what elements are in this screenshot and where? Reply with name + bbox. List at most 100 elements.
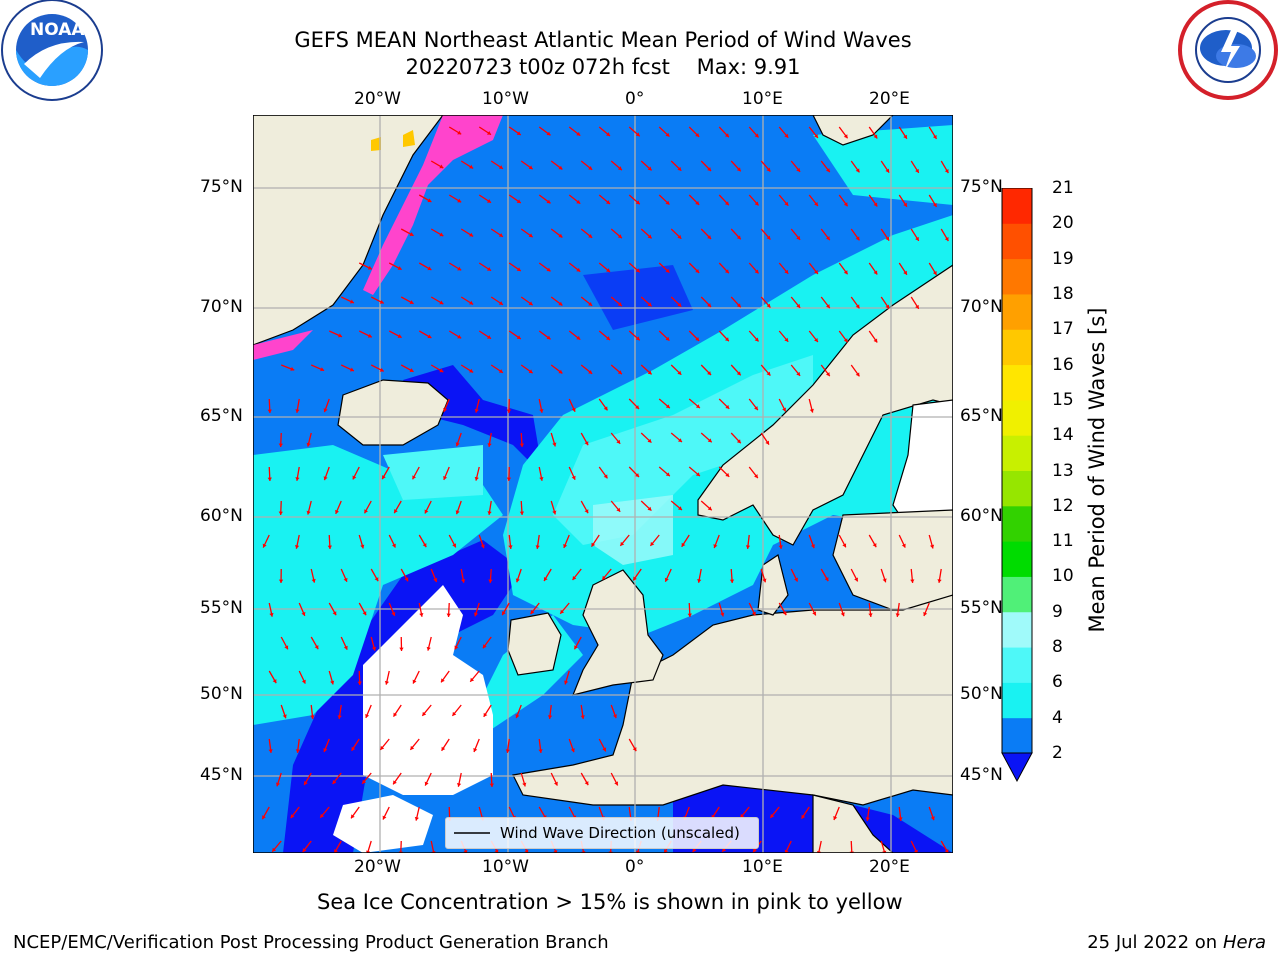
wind-wave-arrowhead [443, 475, 448, 480]
wind-wave-arrowhead [937, 579, 942, 583]
wind-wave-arrowhead [349, 367, 354, 372]
wind-wave-arrowhead [272, 847, 277, 852]
colorbar-tick-label: 17 [1052, 319, 1074, 340]
wind-wave-arrowhead [898, 817, 903, 821]
wind-wave-arrowhead [677, 234, 682, 239]
wind-wave-arrowhead [528, 369, 533, 374]
wind-wave-arrowhead [262, 543, 267, 548]
wind-wave-arrowhead [725, 472, 730, 477]
lat-tick-right-45n: 45°N [960, 765, 1003, 785]
wind-wave-arrowhead [455, 510, 460, 515]
wind-wave-arrowhead [762, 578, 767, 583]
wind-wave-arrowhead [903, 270, 907, 275]
wind-wave-arrowhead [469, 232, 474, 237]
wind-wave-arrowhead [929, 544, 935, 549]
wind-wave-arrowhead [695, 472, 700, 477]
wind-wave-arrowhead [580, 715, 585, 719]
nws-logo [1176, 0, 1280, 100]
wind-wave-arrowhead [843, 338, 848, 343]
wind-wave-arrowhead [796, 167, 801, 172]
wind-wave-arrowhead [439, 164, 444, 169]
wind-wave-arrowhead [558, 233, 563, 238]
wind-wave-arrowhead [801, 814, 806, 819]
wind-wave-arrowhead [695, 336, 700, 341]
wind-wave-arrowhead [826, 304, 830, 309]
colorbar-tick-label: 21 [1052, 178, 1074, 198]
wind-wave-arrowhead [770, 813, 775, 818]
wind-wave-arrowhead [796, 303, 801, 308]
wind-wave-arrowhead [397, 266, 402, 270]
wind-wave-arrowhead [754, 133, 759, 138]
colorbar-swatch [1002, 258, 1032, 295]
wind-wave-arrowhead [446, 613, 451, 617]
wind-wave-arrowhead [635, 132, 640, 137]
wind-wave-arrowhead [543, 577, 548, 582]
wind-wave-arrowhead [384, 680, 390, 685]
wind-wave-arrowhead [754, 474, 758, 479]
wind-wave-arrowhead [720, 612, 725, 617]
wind-wave-arrowhead [452, 543, 457, 548]
wind-wave-arrowhead [751, 611, 756, 616]
wind-wave-arrowhead [707, 438, 712, 443]
wind-wave-arrowhead [572, 576, 577, 580]
wind-wave-arrowhead [736, 371, 741, 376]
wind-wave-arrowhead [546, 335, 551, 340]
wind-wave-arrowhead [903, 134, 907, 139]
wind-wave-arrowhead [314, 645, 319, 650]
wind-wave-arrowhead [323, 748, 328, 753]
colorbar-swatch [1002, 470, 1032, 507]
lat-tick-right-75n: 75°N [960, 177, 1003, 197]
wind-wave-arrowhead [374, 577, 379, 582]
wind-wave-arrowhead [382, 475, 386, 480]
map-title: GEFS MEAN Northeast Atlantic Mean Period… [253, 27, 953, 81]
wind-wave-arrowhead [516, 267, 521, 271]
wind-wave-arrowhead [488, 579, 493, 583]
footer-left: NCEP/EMC/Verification Post Processing Pr… [13, 932, 609, 953]
wind-wave-arrowhead [427, 334, 432, 339]
wind-wave-arrowhead [393, 712, 398, 717]
wind-wave-arrowhead [724, 201, 729, 206]
wind-wave-arrowhead [454, 645, 459, 650]
wind-wave-arrowhead [736, 167, 741, 172]
wind-wave-arrowhead [591, 542, 596, 547]
lat-tick-right-50n: 50°N [960, 684, 1003, 704]
wind-wave-arrowhead [332, 611, 337, 616]
legend-label: Wind Wave Direction (unscaled) [500, 824, 740, 842]
colorbar-swatch [1002, 717, 1032, 754]
colorbar-swatch [1002, 223, 1032, 260]
wind-wave-arrowhead [498, 369, 503, 373]
lon-tick-bottom-10e: 10°E [742, 857, 783, 877]
wind-wave-arrowhead [457, 198, 462, 203]
wind-wave-arrowhead [754, 201, 759, 206]
wind-wave-arrowhead [695, 132, 700, 137]
wind-wave-arrowhead [826, 168, 830, 173]
wind-wave-arrowhead [515, 714, 520, 719]
colorbar-tick-label: 13 [1052, 460, 1074, 481]
lon-tick-bottom-10w: 10°W [482, 857, 529, 877]
wind-wave-arrowhead [826, 372, 830, 377]
wind-wave-arrowhead [885, 304, 890, 309]
wind-wave-arrowhead [665, 336, 670, 341]
wind-wave-arrowhead [535, 545, 540, 549]
wind-wave-arrowhead [262, 815, 266, 820]
wind-wave-arrowhead [707, 303, 712, 308]
colorbar-tick-label: 9 [1052, 601, 1063, 622]
wind-wave-arrowhead [855, 304, 860, 309]
lon-tick-top-10w: 10°W [482, 89, 529, 109]
wind-wave-arrowhead [367, 333, 372, 338]
wind-wave-arrowhead [530, 610, 535, 615]
wind-wave-arrowhead [812, 611, 817, 616]
colorbar-swatch [1002, 611, 1032, 648]
wind-wave-arrowhead [547, 715, 553, 719]
wind-wave-arrowhead [713, 544, 718, 549]
legend-line-icon [454, 832, 490, 834]
wind-wave-arrowhead [606, 268, 610, 272]
wind-wave-arrow [400, 840, 402, 856]
wind-wave-arrowhead [332, 780, 337, 785]
wind-wave-arrowhead [284, 645, 289, 650]
wind-wave-arrowhead [584, 781, 589, 786]
wind-wave-arrowhead [855, 168, 860, 173]
wind-wave-arrowhead [362, 611, 367, 616]
wind-wave-arrowhead [606, 336, 610, 340]
wind-wave-arrowhead [635, 405, 640, 409]
